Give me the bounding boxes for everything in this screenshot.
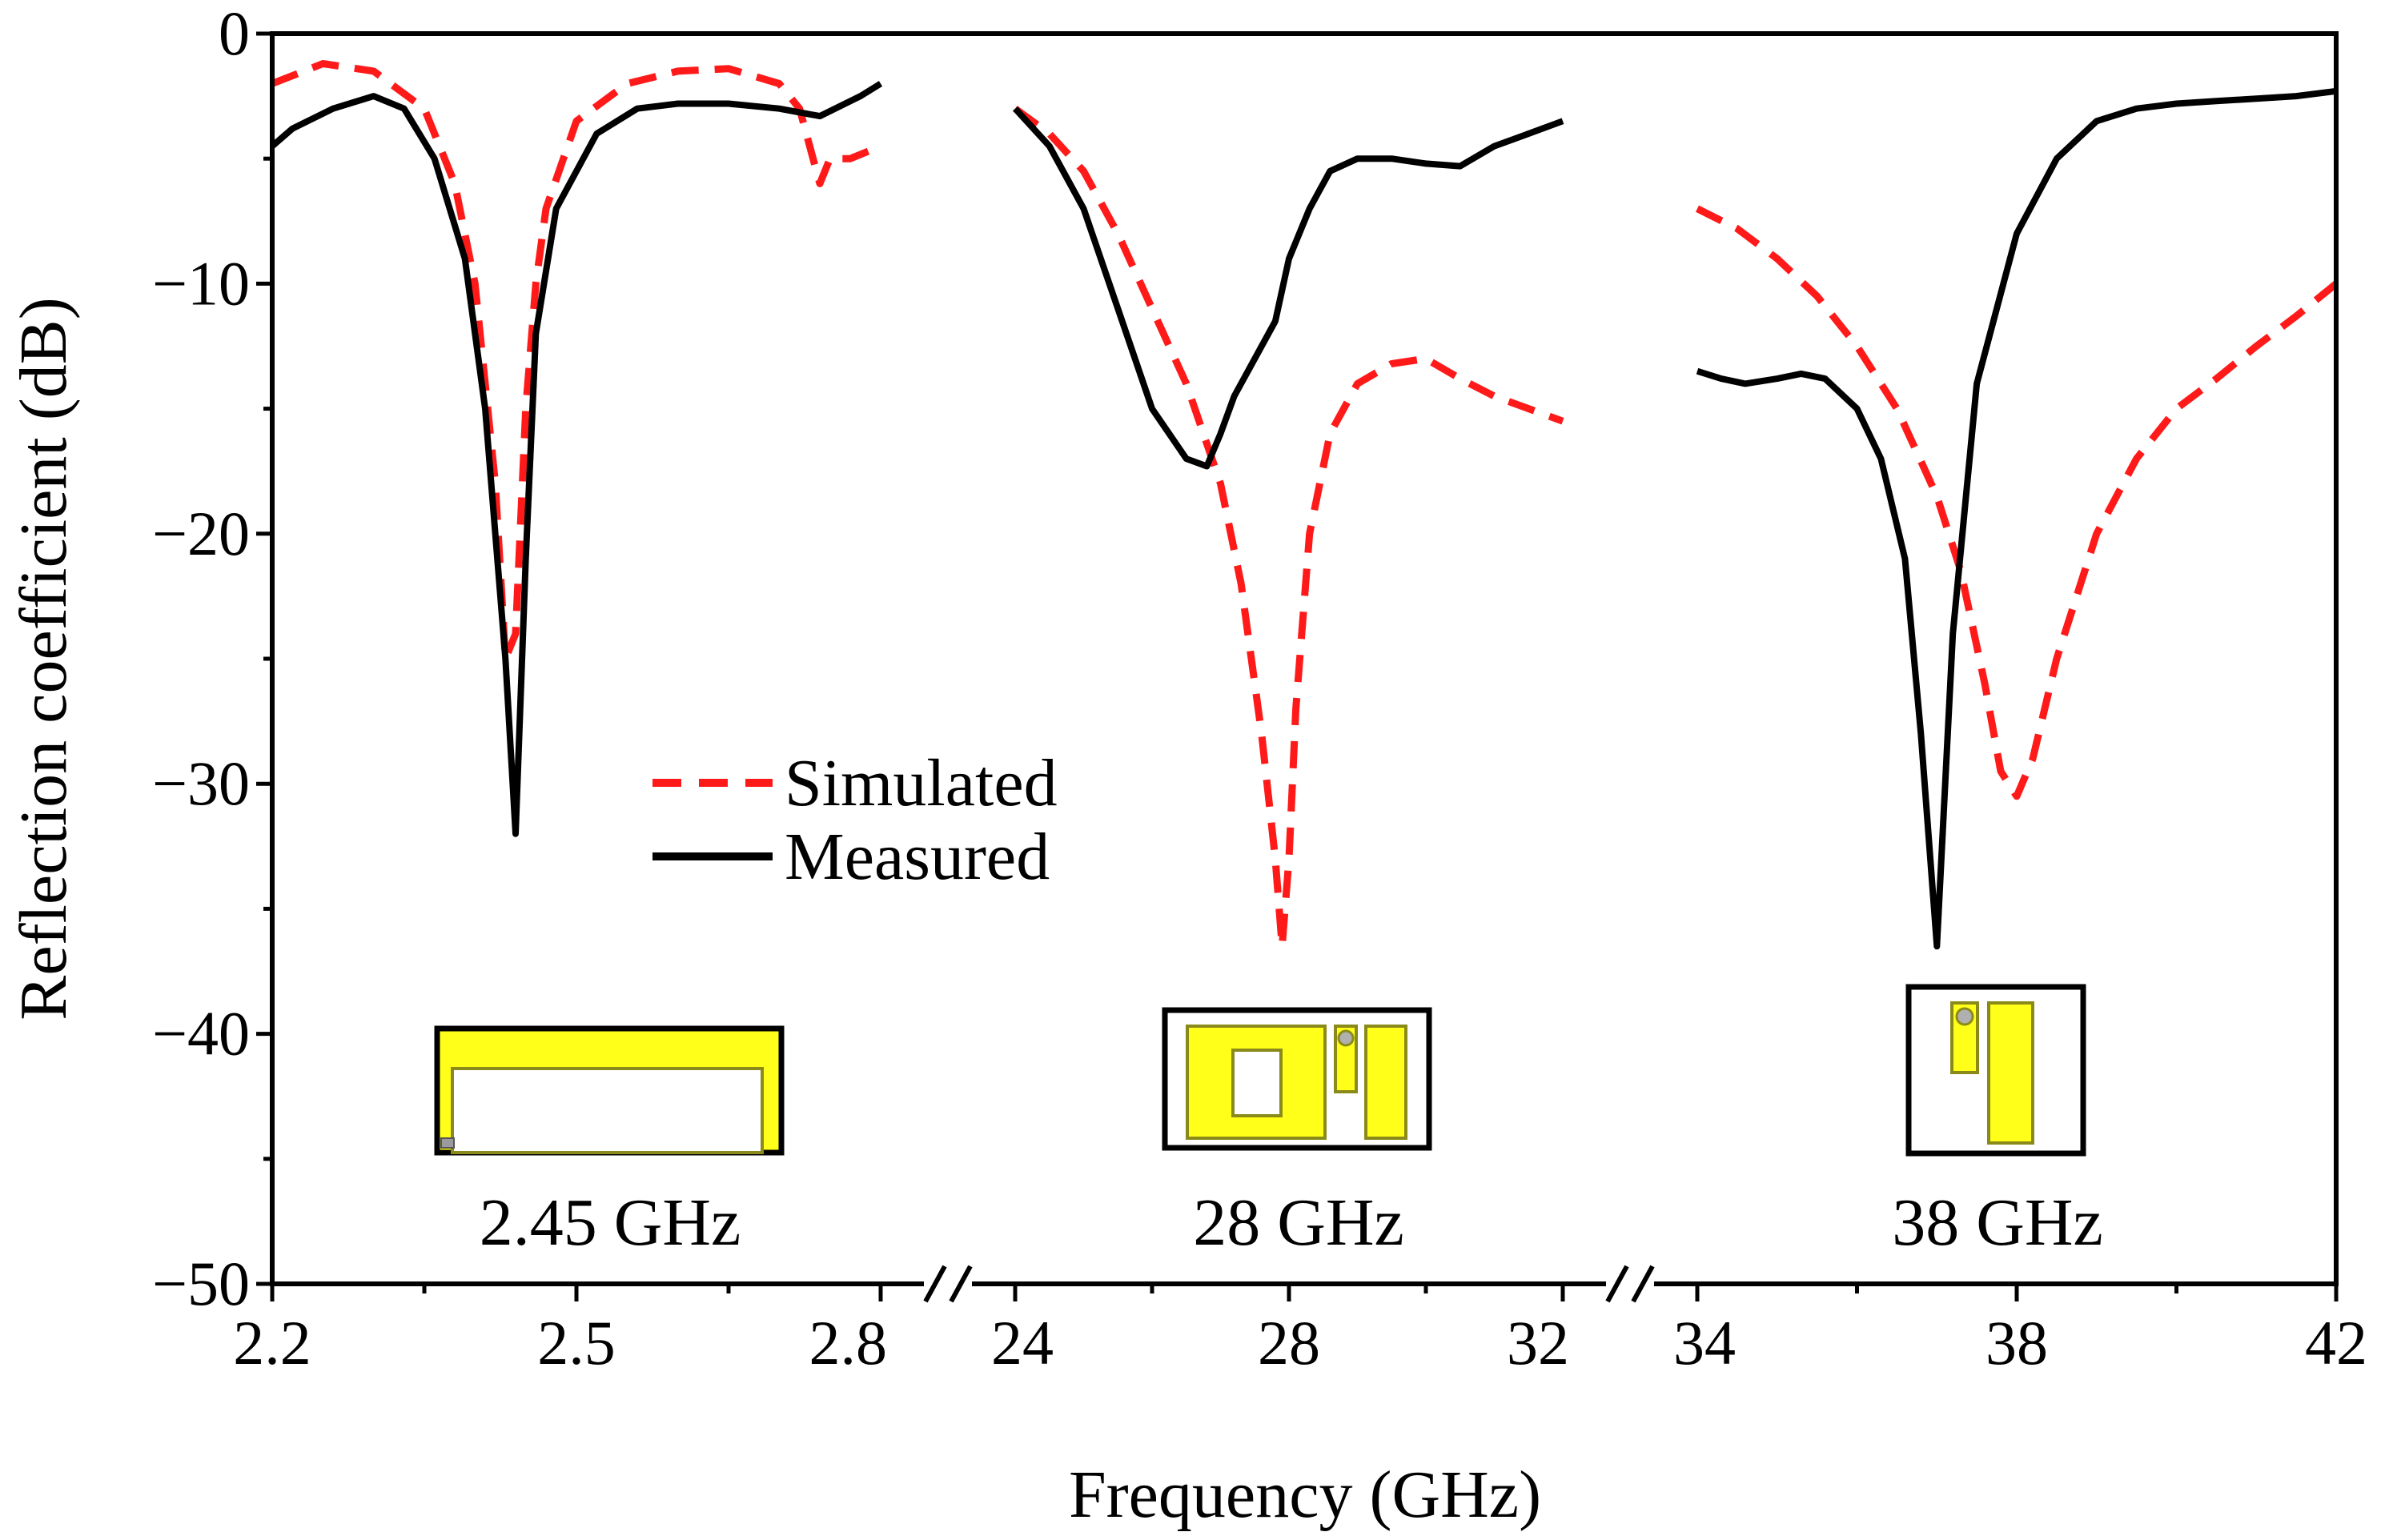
inset-label-38ghz: 38 GHz xyxy=(1892,1185,2103,1260)
axis-break-slash xyxy=(1631,1265,1655,1303)
simulated-curve-1 xyxy=(272,60,882,663)
axis-break-slash xyxy=(949,1265,973,1303)
inset-label-28ghz: 28 GHz xyxy=(1193,1185,1404,1260)
measured-curve-2 xyxy=(1013,106,1564,470)
y-axis-title: Reflection coefficient (dB) xyxy=(6,297,81,1020)
inset-2-45ghz-antenna xyxy=(434,1025,785,1156)
x-tick-label: 2.5 xyxy=(537,1308,616,1378)
y-tick-label: −40 xyxy=(152,999,250,1069)
x-tick-label: 38 xyxy=(1985,1308,2048,1378)
axis-break-slash xyxy=(1605,1265,1629,1303)
x-tick-label: 2.8 xyxy=(809,1308,888,1378)
ticks: 0 −10 −20 −30 −40 −502.2 2.5 2.8 24 28 32 34 38 42 xyxy=(152,0,2367,1378)
legend-measured-label: Measured xyxy=(785,820,1050,894)
y-tick-label: −30 xyxy=(152,748,250,818)
curves xyxy=(272,60,2336,950)
x-axis-title: Frequency (GHz) xyxy=(1069,1458,1541,1532)
x-tick-label: 24 xyxy=(991,1308,1054,1378)
simulated-curve-3 xyxy=(1695,205,2336,800)
x-tick-label: 42 xyxy=(2305,1308,2367,1378)
measured-curve-3 xyxy=(1696,87,2336,950)
axis-break-slash xyxy=(923,1265,947,1303)
x-tick-label: 2.2 xyxy=(233,1308,311,1378)
y-tick-label: −10 xyxy=(152,248,250,318)
x-tick-label: 34 xyxy=(1673,1308,1736,1378)
legend: Simulated Measured xyxy=(652,746,1058,894)
legend-simulated-label: Simulated xyxy=(785,746,1058,820)
x-tick-label: 28 xyxy=(1258,1308,1320,1378)
x-tick-label: 32 xyxy=(1507,1308,1569,1378)
inset-38ghz-antenna xyxy=(1905,984,2086,1157)
y-tick-label: −20 xyxy=(152,499,250,568)
axis-breaks xyxy=(923,1265,1655,1303)
measured-curve-1 xyxy=(272,81,883,837)
y-tick-label: 0 xyxy=(219,0,250,68)
inset-label-2-45ghz: 2.45 GHz xyxy=(480,1185,741,1260)
inset-28ghz-antenna xyxy=(1162,1007,1432,1151)
simulated-curve-2 xyxy=(1013,106,1564,950)
y-tick-label: −50 xyxy=(152,1249,250,1318)
